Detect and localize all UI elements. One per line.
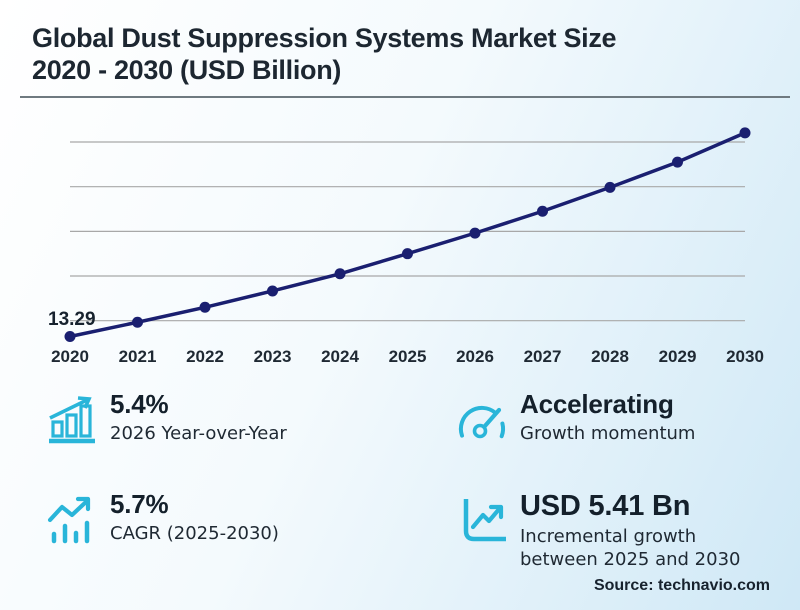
source-attribution: Source: technavio.com: [593, 577, 770, 594]
stat-momentum: Accelerating Growth momentum: [456, 389, 776, 450]
stat-value: 5.4%: [110, 389, 169, 419]
stat-value: USD 5.41 Bn: [520, 490, 691, 522]
speedometer-icon: [456, 394, 508, 450]
bar-chart-rising-icon: [46, 394, 98, 450]
chart-box-arrow-icon: [456, 494, 508, 550]
first-point-value-label: 13.29: [48, 309, 96, 330]
title-divider: [20, 96, 790, 98]
stats-grid: 5.4% 2026 Year-over-Year Accelerating Gr…: [46, 389, 776, 571]
x-axis-label: 2020: [51, 347, 89, 366]
stat-cagr: 5.7% CAGR (2025-2030): [46, 489, 456, 571]
stat-text: Accelerating Growth momentum: [520, 389, 696, 445]
data-point: [469, 227, 481, 239]
stat-yoy: 5.4% 2026 Year-over-Year: [46, 389, 456, 450]
stat-text: 5.4% 2026 Year-over-Year: [110, 389, 287, 445]
x-axis-label: 2021: [119, 347, 157, 366]
data-point: [199, 301, 211, 313]
stat-label: Incremental growth between 2025 and 2030: [520, 526, 741, 570]
data-point: [604, 181, 616, 193]
data-point: [132, 316, 143, 328]
stat-label: 2026 Year-over-Year: [110, 422, 287, 444]
x-axis-label: 2029: [659, 347, 697, 366]
data-point: [334, 268, 346, 280]
data-point: [402, 248, 413, 260]
market-size-line-chart: 2020 2021 2022 2023 2024 2025 2026 2027 2028 2029…: [48, 127, 764, 366]
data-point: [537, 205, 548, 217]
stat-incremental-growth: USD 5.41 Bn Incremental growth between 2…: [456, 490, 776, 571]
data-point: [672, 156, 683, 168]
trend-line: [69, 131, 746, 339]
trend-arrow-bars-icon: [46, 494, 98, 550]
x-axis-label: 2027: [524, 347, 562, 366]
page-title-line-2: 2020 - 2030 (USD Billion): [32, 55, 342, 86]
data-point: [267, 285, 278, 297]
stat-text: 5.7% CAGR (2025-2030): [110, 489, 279, 545]
x-axis-label: 2023: [254, 347, 292, 366]
chart-area: 2020 2021 2022 2023 2024 2025 2026 2027 2028 2029…: [0, 110, 800, 370]
stat-label: CAGR (2025-2030): [110, 522, 279, 544]
stat-label: Growth momentum: [520, 422, 696, 444]
page-title-line-1: Global Dust Suppression Systems Market S…: [32, 23, 617, 53]
stat-value: 5.7%: [110, 489, 169, 519]
x-axis-label: 2028: [591, 347, 629, 366]
page-title: Global Dust Suppression Systems Market S…: [32, 22, 772, 87]
x-axis-label: 2026: [456, 347, 494, 366]
x-axis-label: 2022: [186, 347, 224, 366]
data-point: [739, 127, 751, 139]
x-axis-label: 2030: [726, 347, 764, 366]
stat-text: USD 5.41 Bn Incremental growth between 2…: [520, 490, 770, 571]
x-axis-label: 2024: [321, 347, 359, 366]
stat-value: Accelerating: [520, 389, 674, 419]
data-point: [64, 331, 76, 343]
x-axis-label: 2025: [389, 347, 427, 366]
